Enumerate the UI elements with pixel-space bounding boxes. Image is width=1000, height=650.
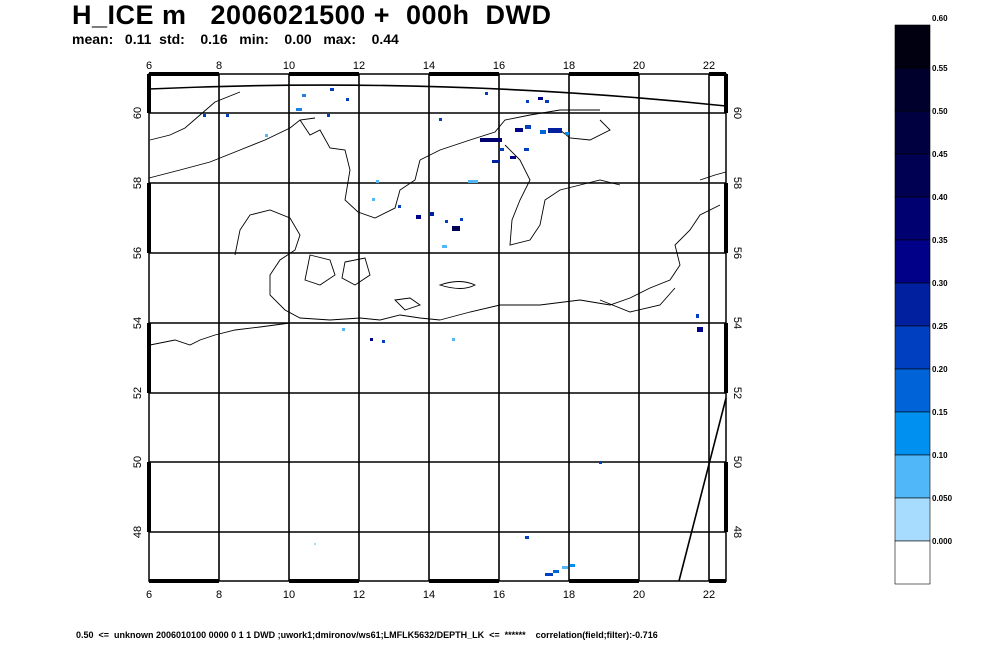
lat-tick-label: 48: [731, 526, 743, 538]
colorbar-swatch: [894, 368, 931, 413]
map-frame: [148, 73, 727, 582]
colorbar-swatch: [894, 196, 931, 241]
lon-tick-label: 8: [216, 60, 222, 72]
statistics-line: mean: 0.11 std: 0.16 min: 0.00 max: 0.44: [72, 31, 399, 47]
lon-tick-label: 20: [633, 60, 645, 72]
colorbar-label: 0.10: [932, 451, 948, 460]
lat-tick-label: 56: [132, 247, 144, 259]
colorbar-swatch: [894, 497, 931, 542]
domain-boundary-line: [678, 397, 727, 582]
lat-tick-label: 60: [132, 107, 144, 119]
lat-ticks-right: 48 50 52 54 56 58 60: [731, 107, 743, 538]
colorbar-swatch: [894, 411, 931, 456]
colorbar-label: 0.15: [932, 408, 948, 417]
ice-cells: [203, 88, 703, 576]
lon-tick-label: 22: [703, 60, 715, 72]
colorbar-label: 0.25: [932, 322, 948, 331]
colorbar-swatch: [894, 325, 931, 370]
lon-ticks-bottom: 6 8 10 12 14 16 18 20 22: [146, 589, 715, 601]
lat-tick-label: 58: [132, 177, 144, 189]
plot-title: H_ICE m 2006021500 + 000h DWD: [72, 0, 552, 30]
lat-tick-label: 48: [132, 526, 144, 538]
colorbar-label: 0.55: [932, 64, 948, 73]
lat-ticks-left: 48 50 52 54 56 58 60: [132, 107, 144, 538]
lon-tick-label: 14: [423, 589, 435, 601]
colorbar-label: 0.000: [932, 537, 953, 546]
lon-tick-label: 18: [563, 60, 575, 72]
lon-tick-label: 16: [493, 589, 505, 601]
lon-tick-label: 18: [563, 589, 575, 601]
lon-tick-label: 12: [353, 60, 365, 72]
lat-tick-label: 52: [132, 387, 144, 399]
colorbar-label: 0.050: [932, 494, 953, 503]
colorbar-label: 0.60: [932, 14, 948, 23]
colorbar-swatch: [894, 67, 931, 112]
lat-tick-label: 58: [731, 177, 743, 189]
lat-tick-label: 54: [731, 317, 743, 329]
colorbar-label: 0.50: [932, 107, 948, 116]
lon-tick-label: 16: [493, 60, 505, 72]
lon-ticks-top: 6 8 10 12 14 16 18 20 22: [146, 60, 715, 72]
colorbar-label: 0.45: [932, 150, 948, 159]
lat-tick-label: 54: [132, 317, 144, 329]
coastlines: [148, 91, 727, 346]
lat-tick-label: 50: [731, 456, 743, 468]
graticule-lines: [149, 74, 726, 581]
lat-tick-label: 50: [132, 456, 144, 468]
colorbar-swatch: [894, 454, 931, 499]
colorbar-swatch: [894, 239, 931, 284]
colorbar-label: 0.20: [932, 365, 948, 374]
lat-tick-label: 60: [731, 107, 743, 119]
lon-tick-label: 10: [283, 60, 295, 72]
lon-tick-label: 22: [703, 589, 715, 601]
colorbar-swatch: [894, 110, 931, 155]
lon-tick-label: 14: [423, 60, 435, 72]
lon-tick-label: 6: [146, 60, 152, 72]
lat-tick-label: 56: [731, 247, 743, 259]
map-border-marks: [147, 72, 728, 583]
lat-tick-label: 52: [731, 387, 743, 399]
colorbar-swatch: [894, 24, 931, 69]
lon-tick-label: 12: [353, 589, 365, 601]
footer-info: 0.50 <= unknown 2006010100 0000 0 1 1 DW…: [76, 630, 658, 640]
colorbar-label: 0.40: [932, 193, 948, 202]
colorbar-swatch: [894, 540, 931, 585]
lon-tick-label: 10: [283, 589, 295, 601]
domain-boundary-line: [148, 84, 727, 107]
lon-tick-label: 8: [216, 589, 222, 601]
colorbar-swatch: [894, 282, 931, 327]
colorbar-label: 0.30: [932, 279, 948, 288]
colorbar-swatch: [894, 153, 931, 198]
colorbar: 0.60 0.55 0.50 0.45 0.40 0.35 0.30 0.25 0.20 0.15…: [894, 14, 953, 585]
colorbar-label: 0.35: [932, 236, 948, 245]
lon-tick-label: 6: [146, 589, 152, 601]
lon-tick-label: 20: [633, 589, 645, 601]
